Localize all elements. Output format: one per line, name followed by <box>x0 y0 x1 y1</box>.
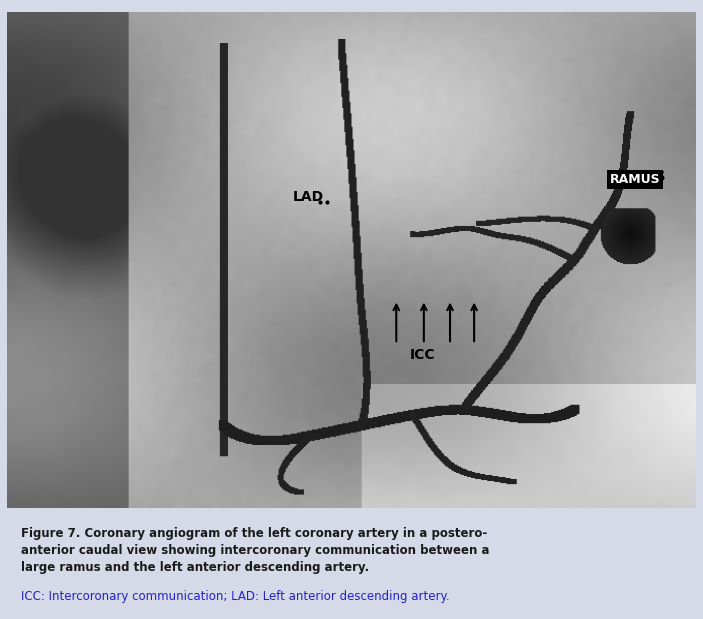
Text: ICC: Intercoronary communication; LAD: Left anterior descending artery.: ICC: Intercoronary communication; LAD: L… <box>21 590 449 603</box>
Text: ICC: ICC <box>410 348 436 362</box>
Text: Figure 7. Coronary angiogram of the left coronary artery in a postero-
anterior : Figure 7. Coronary angiogram of the left… <box>21 527 489 574</box>
Text: LAD: LAD <box>293 189 324 204</box>
Text: RAMUS: RAMUS <box>610 170 666 184</box>
Text: RAMUS: RAMUS <box>610 173 661 186</box>
